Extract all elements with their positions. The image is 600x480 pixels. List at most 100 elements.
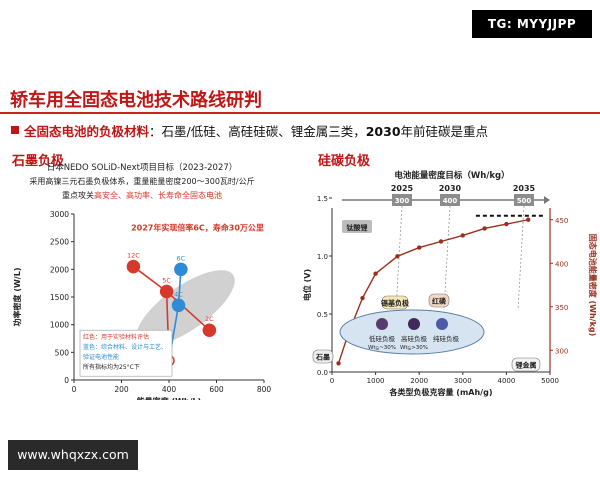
high-si-sphere-icon [408, 318, 420, 330]
title-bar: 轿车用全固态电池技术路线研判 [0, 82, 600, 114]
low-si-sphere-icon [376, 318, 388, 330]
high-si-label: 高硅负极 [401, 334, 428, 343]
left-arrow-red [132, 265, 168, 293]
timeline-dashed-link [517, 205, 525, 311]
left-legend-line: 红色：用于实验材料评估 [83, 333, 149, 341]
high-si-pct-label: WtSi>30% [400, 345, 428, 351]
right-y2-tick-label: 400 [555, 260, 568, 268]
left-data-point [159, 284, 174, 299]
left-section-title: 石墨负极 [12, 154, 65, 169]
left-arrow-red [166, 290, 210, 331]
timeline-year: 2030 [439, 184, 462, 193]
curve-point [395, 254, 400, 259]
left-y-tick-label: 3000 [50, 210, 69, 219]
right-x-axis-label: 各类型负极克容量 (mAh/g) [389, 387, 493, 397]
curve-point [460, 233, 465, 238]
right-y-tick-label: 1.0 [317, 253, 328, 261]
left-data-point [202, 323, 217, 337]
left-x-axis-label: 能量密度 (Wh/L) [137, 396, 202, 400]
left-x-tick-label: 800 [257, 385, 272, 394]
left-point-label: 12C [127, 252, 140, 260]
left-plot-area: 2027年实现倍率6C，寿命30万公里 0 200 400 600 800 0 500 1000… [12, 210, 271, 400]
right-y2-tick-label: 300 [555, 347, 568, 355]
left-x-tick-label: 200 [114, 385, 129, 394]
timeline-target-label: 400 [443, 197, 458, 205]
left-y-tick-label: 500 [55, 348, 70, 357]
ti-li-label: 钛酸锂 [347, 223, 368, 232]
right-x-tick-label: 0 [330, 377, 334, 385]
curve-point [417, 245, 422, 250]
left-chart-title: 日本NEDO SOLiD-Next项目目标（2023-2027） [47, 162, 238, 173]
right-y-tick-label: 0.5 [317, 311, 328, 319]
timeline-target-box [440, 194, 460, 206]
curve-point [438, 239, 444, 244]
red-p-box [428, 293, 450, 308]
left-y-tick-label: 1000 [50, 321, 69, 330]
subtitle-year: 2030 [365, 124, 401, 139]
timeline-target-label: 300 [395, 197, 410, 205]
ti-li-box [342, 220, 372, 233]
pure-si-icon [436, 318, 448, 330]
left-callout: 2027年实现倍率6C，寿命30万公里 [131, 223, 264, 233]
subtitle-bold: 全固态电池的负极材料 [24, 124, 150, 139]
low-si-label: 低硅负极 [369, 334, 396, 343]
left-legend-line: 蓝色：综合材料、设计与工艺、 [83, 343, 167, 351]
left-note-1: 采用高镍三元石墨负极体系，重量能量密度200～300瓦时/公斤 [29, 176, 254, 186]
left-y-axis-label: 功率密度 (W/L) [12, 268, 22, 327]
timeline-target-box [514, 194, 534, 206]
right-x-tick-label: 4000 [497, 377, 515, 385]
right-x-tick-label: 3000 [454, 377, 472, 385]
timeline-year: 2035 [513, 184, 536, 193]
left-y-tick-label: 2500 [50, 238, 69, 247]
left-data-point [171, 298, 186, 313]
red-p-label: 红磷 [432, 297, 447, 306]
tin-label: 锡基负极 [381, 299, 410, 308]
curve-point [373, 271, 378, 276]
slide-subtitle: 全固态电池的负极材料：石墨/低硅、高硅硅碳、锂金属三类，2030年前硅碳是重点 [24, 121, 488, 140]
si-carbon-region [339, 309, 485, 355]
right-y2-tick-label: 350 [555, 304, 568, 312]
left-point-label: 2C [205, 315, 214, 323]
tin-box [381, 295, 409, 310]
graphite-box [312, 349, 334, 364]
left-point-label: 5C [162, 276, 171, 284]
timeline-target-box [392, 194, 412, 206]
right-y-tick-label: 1.5 [317, 195, 328, 203]
left-data-point [174, 262, 188, 277]
subtitle-end: 年前硅碳是重点 [400, 124, 489, 139]
curve-point [336, 361, 341, 366]
watermark-bottom: www.whqxzx.com [8, 440, 138, 470]
timeline: 2025 300 2030 400 2035 500 [342, 184, 550, 311]
timeline-dashed-link [443, 205, 451, 311]
right-y-axis-label: 电位 (V) [302, 269, 312, 301]
right-x-tick-label: 5000 [541, 377, 559, 385]
right-section-title: 硅碳负极 [318, 154, 371, 169]
left-point-label: 4C [174, 290, 183, 298]
left-legend-line: 验证电池性能 [83, 353, 119, 361]
right-y2-tick-label: 450 [555, 217, 568, 225]
left-legend-line: 所有指标均为25°C下 [83, 363, 140, 371]
graphite-label: 石墨 [315, 353, 330, 362]
curve-point [504, 221, 509, 227]
left-x-tick-label: 600 [209, 385, 224, 394]
right-y-tick-label: 0.0 [317, 369, 328, 377]
low-si-pct-label: WtSi~30% [368, 345, 396, 351]
left-chart: 日本NEDO SOLiD-Next项目目标（2023-2027） 采用高镍三元石… [12, 162, 271, 400]
right-x-tick-label: 1000 [367, 377, 385, 385]
bullet-square-icon [11, 126, 19, 134]
left-y-tick-label: 2000 [50, 265, 69, 274]
timeline-dashed-link [395, 205, 403, 311]
left-y-tick-label: 0 [64, 376, 69, 385]
right-x-tick-label: 2000 [410, 377, 428, 385]
subtitle-rest: ：石墨/低硅、高硅硅碳、锂金属三类， [149, 124, 366, 139]
timeline-year: 2025 [391, 184, 414, 193]
left-legend-frame [79, 329, 173, 377]
left-data-point [126, 259, 141, 274]
watermark-top: TG: MYYJJPP [472, 10, 592, 38]
left-y-tick-label: 1500 [50, 293, 69, 302]
curve-point [526, 217, 531, 222]
pure-si-label: 纯硅负极 [433, 334, 460, 343]
left-point-label: 6C [177, 254, 186, 262]
